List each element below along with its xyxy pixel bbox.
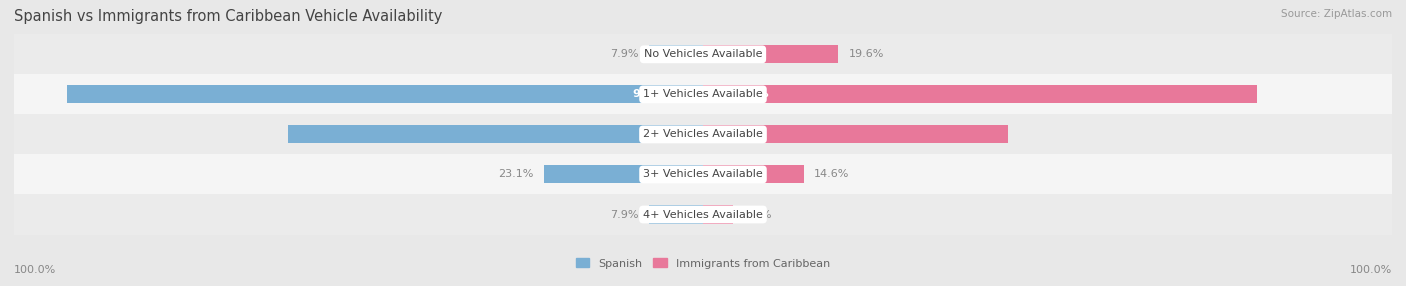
Text: 7.9%: 7.9% bbox=[610, 210, 638, 219]
Text: 92.3%: 92.3% bbox=[633, 90, 671, 99]
Bar bbox=[288, 125, 703, 143]
Text: 23.1%: 23.1% bbox=[498, 170, 533, 179]
Bar bbox=[703, 205, 734, 224]
Text: 100.0%: 100.0% bbox=[14, 265, 56, 275]
Bar bbox=[703, 165, 804, 184]
Bar bbox=[67, 85, 703, 104]
Text: Spanish vs Immigrants from Caribbean Vehicle Availability: Spanish vs Immigrants from Caribbean Veh… bbox=[14, 9, 443, 23]
Bar bbox=[14, 194, 1392, 235]
Bar bbox=[648, 45, 703, 63]
Text: 4+ Vehicles Available: 4+ Vehicles Available bbox=[643, 210, 763, 219]
Text: 19.6%: 19.6% bbox=[848, 49, 884, 59]
Legend: Spanish, Immigrants from Caribbean: Spanish, Immigrants from Caribbean bbox=[572, 254, 834, 273]
Bar bbox=[703, 125, 1008, 143]
Text: 2+ Vehicles Available: 2+ Vehicles Available bbox=[643, 130, 763, 139]
Bar bbox=[544, 165, 703, 184]
Text: 3+ Vehicles Available: 3+ Vehicles Available bbox=[643, 170, 763, 179]
Text: 60.2%: 60.2% bbox=[644, 130, 682, 139]
Bar bbox=[14, 114, 1392, 154]
Text: 4.4%: 4.4% bbox=[744, 210, 772, 219]
Text: 44.2%: 44.2% bbox=[718, 130, 756, 139]
Bar bbox=[703, 45, 838, 63]
Text: 100.0%: 100.0% bbox=[1350, 265, 1392, 275]
Text: 14.6%: 14.6% bbox=[814, 170, 849, 179]
Bar bbox=[14, 154, 1392, 194]
Text: 80.4%: 80.4% bbox=[731, 90, 769, 99]
Text: 1+ Vehicles Available: 1+ Vehicles Available bbox=[643, 90, 763, 99]
Bar bbox=[703, 85, 1257, 104]
Bar bbox=[14, 74, 1392, 114]
Text: 7.9%: 7.9% bbox=[610, 49, 638, 59]
Text: No Vehicles Available: No Vehicles Available bbox=[644, 49, 762, 59]
Text: Source: ZipAtlas.com: Source: ZipAtlas.com bbox=[1281, 9, 1392, 19]
Bar bbox=[14, 34, 1392, 74]
Bar bbox=[648, 205, 703, 224]
